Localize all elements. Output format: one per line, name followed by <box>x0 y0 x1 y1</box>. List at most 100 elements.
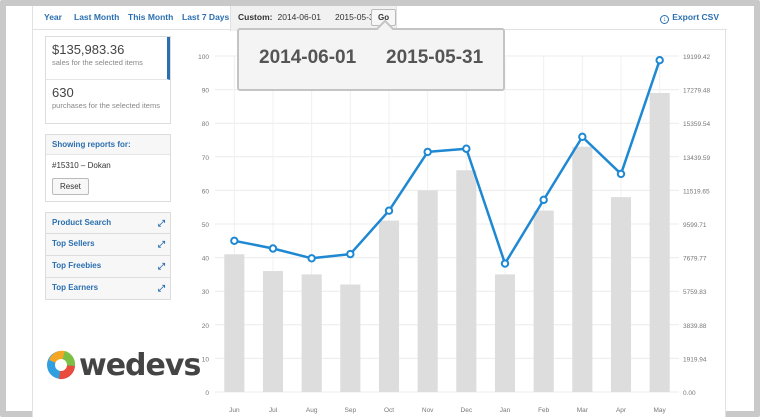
y-left-tick-label: 20 <box>202 323 210 330</box>
stat-sales-value: $135,983.36 <box>52 42 125 57</box>
bar <box>262 271 284 392</box>
y-right-tick-label: 9599.71 <box>683 222 707 229</box>
y-right-tick-label: 19199.42 <box>683 54 710 61</box>
report-item: #15310 – Dokan <box>52 161 111 170</box>
expand-icon[interactable]: ⤢ <box>157 218 165 228</box>
expand-icon[interactable]: ⤢ <box>157 283 165 293</box>
y-left-tick-label: 30 <box>202 289 210 296</box>
custom-from-input[interactable]: 2014-06-01 <box>277 12 321 22</box>
showing-reports-heading: Showing reports for: <box>46 135 170 155</box>
y-left-tick-label: 90 <box>202 88 210 95</box>
widget-top-sellers[interactable]: Top Sellers ⤢ <box>45 234 171 256</box>
tab-this-month[interactable]: This Month <box>128 12 174 22</box>
line-point <box>230 236 239 245</box>
x-tick-label: Mar <box>577 407 589 414</box>
stat-purchases-caption: purchases for the selected items <box>52 101 160 110</box>
stat-purchases-value: 630 <box>52 85 74 100</box>
tab-last-7-days[interactable]: Last 7 Days <box>182 12 230 22</box>
widget-list: Product Search ⤢ Top Sellers ⤢ Top Freebie… <box>45 212 171 300</box>
y-right-tick-label: 3839.88 <box>683 323 707 330</box>
wedevs-logo: wedevs <box>45 346 201 386</box>
report-sidebar: $135,983.36 sales for the selected items… <box>45 36 171 300</box>
widget-product-search[interactable]: Product Search ⤢ <box>45 212 171 234</box>
download-icon: ↓ <box>660 15 670 24</box>
series-line <box>234 59 661 265</box>
x-tick-label: Nov <box>422 407 434 414</box>
showing-reports-box: Showing reports for: #15310 – Dokan Rese… <box>45 134 171 202</box>
reset-button[interactable]: Reset <box>52 178 89 195</box>
x-tick-label: Jul <box>269 407 278 414</box>
wedevs-logo-text: wedevs <box>79 348 201 383</box>
widget-label: Top Earners <box>52 283 99 292</box>
tab-year[interactable]: Year <box>44 12 62 22</box>
bar <box>417 190 438 392</box>
x-tick-label: Sep <box>345 407 357 414</box>
y-right-tick-label: 0.00 <box>683 390 696 397</box>
x-tick-label: May <box>654 407 667 414</box>
tab-last-month[interactable]: Last Month <box>74 12 120 22</box>
y-left-tick-label: 70 <box>202 155 210 162</box>
expand-icon[interactable]: ⤢ <box>157 261 165 271</box>
popup-from-date: 2014-06-01 <box>259 47 357 68</box>
custom-label: Custom: <box>238 12 273 22</box>
y-right-tick-label: 5759.83 <box>683 289 707 296</box>
y-left-tick-label: 80 <box>202 121 210 128</box>
y-left-tick-label: 60 <box>202 188 210 195</box>
y-left-tick-label: 50 <box>202 222 210 229</box>
line-point <box>578 132 587 142</box>
bar <box>610 197 632 392</box>
x-tick-label: Jun <box>229 407 240 414</box>
summary-box: $135,983.36 sales for the selected items… <box>45 36 171 124</box>
bar <box>533 210 554 392</box>
line-point <box>268 244 278 253</box>
x-tick-label: Dec <box>461 407 473 414</box>
popup-to-date: 2015-05-31 <box>386 47 484 68</box>
widget-label: Top Freebies <box>52 261 102 270</box>
custom-to-input[interactable]: 2015-05-31 <box>334 12 379 22</box>
line-point <box>655 55 664 65</box>
stat-sales-caption: sales for the selected items <box>52 58 143 67</box>
x-tick-label: Jan <box>500 407 511 414</box>
y-left-tick-label: 10 <box>202 356 210 363</box>
sales-chart: 0 10 20 30 40 50 60 70 80 90 100 0.00 1919.94 3839.88… <box>198 54 710 414</box>
expand-icon[interactable]: ⤢ <box>157 239 165 249</box>
bar <box>456 170 477 392</box>
x-tick-label: Feb <box>538 407 550 414</box>
stat-sales[interactable]: $135,983.36 sales for the selected items <box>46 37 170 80</box>
bar <box>224 254 245 392</box>
y-left-tick-label: 40 <box>202 256 210 263</box>
line-point <box>384 206 394 215</box>
bar <box>572 146 593 392</box>
y-right-tick-label: 11519.65 <box>683 188 710 195</box>
bar <box>301 274 322 392</box>
export-csv-label: Export CSV <box>672 12 719 22</box>
widget-label: Top Sellers <box>52 239 95 248</box>
y-right-tick-label: 7679.77 <box>683 256 707 263</box>
y-right-tick-label: 17279.48 <box>683 88 710 95</box>
line-point <box>539 195 548 205</box>
stat-purchases[interactable]: 630 purchases for the selected items <box>46 80 170 123</box>
bar <box>378 220 400 392</box>
y-left-tick-label: 0 <box>205 390 209 397</box>
bar <box>649 92 670 393</box>
line-point <box>307 254 316 263</box>
y-right-tick-label: 1919.94 <box>683 356 707 363</box>
line-point <box>423 147 432 157</box>
line-point <box>500 259 510 268</box>
tab-custom[interactable]: Custom: 2014-06-01 2015-05-31 <box>230 6 397 31</box>
y-right-tick-label: 15359.54 <box>683 121 710 128</box>
y-right-tick-label: 13439.59 <box>683 155 710 162</box>
export-csv-button[interactable]: ↓ Export CSV <box>660 6 719 30</box>
date-range-tabs: Year Last Month This Month Last 7 Days C… <box>33 6 727 31</box>
line-point <box>462 144 471 153</box>
widget-top-freebies[interactable]: Top Freebies ⤢ <box>45 256 171 278</box>
line-point <box>346 249 355 259</box>
bar <box>340 284 361 392</box>
line-point <box>616 169 626 179</box>
widget-label: Product Search <box>52 218 112 227</box>
x-tick-label: Aug <box>306 407 318 414</box>
x-tick-label: Apr <box>616 407 627 414</box>
widget-top-earners[interactable]: Top Earners ⤢ <box>45 278 171 300</box>
date-range-popup: 2014-06-01 2015-05-31 <box>237 19 505 91</box>
y-left-tick-label: 100 <box>198 54 209 61</box>
